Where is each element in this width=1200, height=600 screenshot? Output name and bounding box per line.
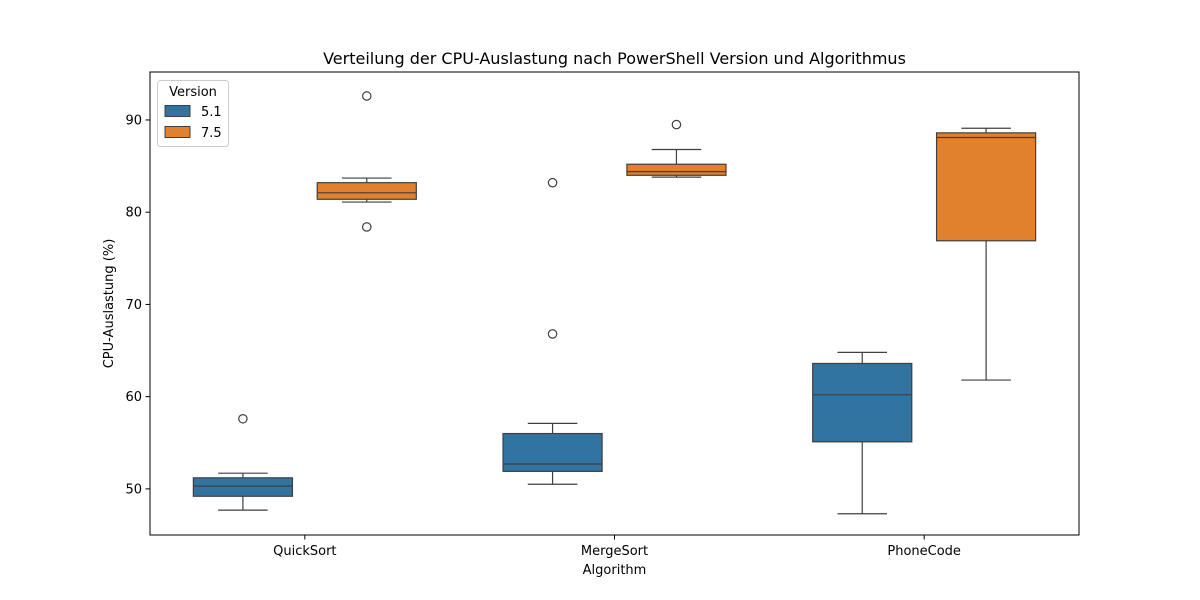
y-tick-label: 70 — [125, 298, 142, 313]
outlier-point — [361, 222, 372, 232]
chart-title: Verteilung der CPU-Auslastung nach Power… — [323, 49, 906, 68]
legend-title: Version — [169, 85, 217, 100]
outlier-point — [547, 177, 558, 188]
box-body — [626, 163, 727, 176]
y-tick-label: 80 — [125, 206, 142, 221]
y-tick-label: 90 — [125, 113, 142, 128]
outlier-point — [238, 413, 248, 424]
box-body — [502, 432, 603, 472]
box-body — [935, 132, 1037, 242]
x-tick-label: MergeSort — [581, 544, 648, 559]
legend-item-5.1: 5.1 — [164, 105, 222, 120]
x-tick-label: PhoneCode — [887, 544, 961, 559]
box-body — [812, 362, 913, 443]
legend-label: 7.5 — [201, 126, 222, 141]
legend: Version 5.1 7.5 — [157, 80, 229, 147]
outlier-point — [547, 329, 558, 339]
box-MergeSort-5.1 — [502, 177, 603, 485]
axes: 50 60 70 80 90 QuickSort MergeSort PhoneCode — [125, 71, 1080, 559]
box-QuickSort-5.1 — [192, 413, 294, 511]
y-axis-label: CPU-Auslastung (%) — [102, 239, 117, 369]
legend-item-7.5: 7.5 — [164, 126, 222, 141]
legend-label: 5.1 — [201, 105, 222, 120]
y-tick-label: 50 — [125, 482, 142, 497]
outlier-point — [361, 91, 372, 101]
box-PhoneCode-5.1 — [812, 351, 913, 515]
plot-area — [192, 91, 1037, 515]
outlier-point — [671, 119, 682, 130]
box-body — [316, 182, 417, 200]
legend-swatch — [164, 105, 191, 117]
y-tick-label: 60 — [125, 390, 142, 405]
box-MergeSort-7.5 — [626, 119, 727, 178]
x-tick-label: QuickSort — [273, 544, 336, 559]
box-QuickSort-7.5 — [316, 91, 417, 232]
x-axis-label: Algorithm — [583, 563, 647, 578]
box-PhoneCode-7.5 — [935, 127, 1037, 381]
legend-swatch — [164, 126, 191, 138]
box-body — [192, 477, 294, 497]
